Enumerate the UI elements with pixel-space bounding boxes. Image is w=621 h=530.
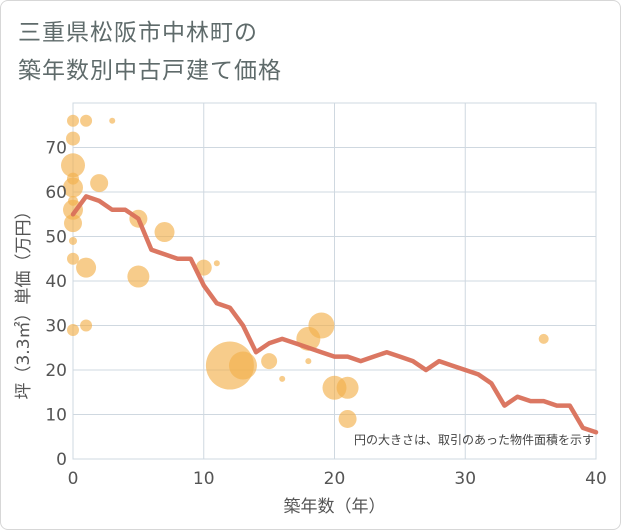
chart-title: 三重県松阪市中林町の 築年数別中古戸建て価格 — [18, 14, 282, 90]
data-bubble — [538, 333, 549, 344]
data-bubble — [64, 214, 82, 233]
y-axis-label: 坪（3.3㎡）単価（万円） — [14, 202, 34, 399]
y-tick-label: 60 — [45, 183, 67, 203]
trend-line — [70, 194, 599, 435]
y-tick-label: 40 — [45, 272, 67, 292]
trend-line-layer — [70, 194, 599, 435]
data-bubble — [61, 153, 85, 178]
data-bubble — [228, 351, 257, 380]
chart-title-line-2: 築年数別中古戸建て価格 — [18, 58, 282, 84]
data-bubble — [336, 376, 359, 399]
data-bubble — [90, 174, 109, 193]
grid-layer — [72, 102, 597, 460]
data-bubble — [127, 265, 150, 288]
data-bubble — [279, 375, 286, 382]
y-tick-label: 20 — [45, 361, 67, 381]
data-bubble — [67, 252, 79, 265]
data-bubble — [261, 353, 278, 370]
bubble-layer — [61, 114, 549, 428]
x-tick-label: 40 — [585, 469, 607, 489]
y-tick-label: 70 — [45, 139, 67, 159]
x-tick-label: 10 — [193, 469, 215, 489]
data-bubble — [80, 319, 93, 332]
y-tick-label: 0 — [56, 450, 67, 470]
data-bubble — [195, 259, 212, 276]
data-bubble — [69, 236, 77, 245]
y-tick-label: 50 — [45, 228, 67, 248]
data-bubble — [67, 323, 79, 336]
size-legend-note: 円の大きさは、取引のあった物件面積を示す — [354, 432, 594, 447]
x-tick-label: 20 — [324, 469, 346, 489]
chart-title-line-1: 三重県松阪市中林町の — [18, 20, 258, 46]
data-bubble — [66, 131, 80, 146]
tick-label-layer: 0 10 20 30 40 0 10 20 30 40 50 60 70 — [45, 139, 606, 490]
data-bubble — [76, 257, 97, 278]
data-bubble — [67, 114, 79, 127]
x-tick-label: 30 — [454, 469, 476, 489]
data-bubble — [109, 117, 116, 124]
data-bubble — [305, 358, 312, 365]
x-tick-label: 0 — [68, 469, 79, 489]
data-bubble — [213, 260, 220, 267]
data-bubble — [63, 177, 83, 198]
y-tick-label: 10 — [45, 406, 67, 426]
data-bubble — [308, 312, 335, 339]
data-bubble — [338, 409, 357, 428]
x-axis-label: 築年数（年） — [284, 497, 386, 517]
data-bubble — [80, 114, 93, 127]
data-bubble — [154, 222, 175, 243]
y-tick-label: 30 — [45, 317, 67, 337]
